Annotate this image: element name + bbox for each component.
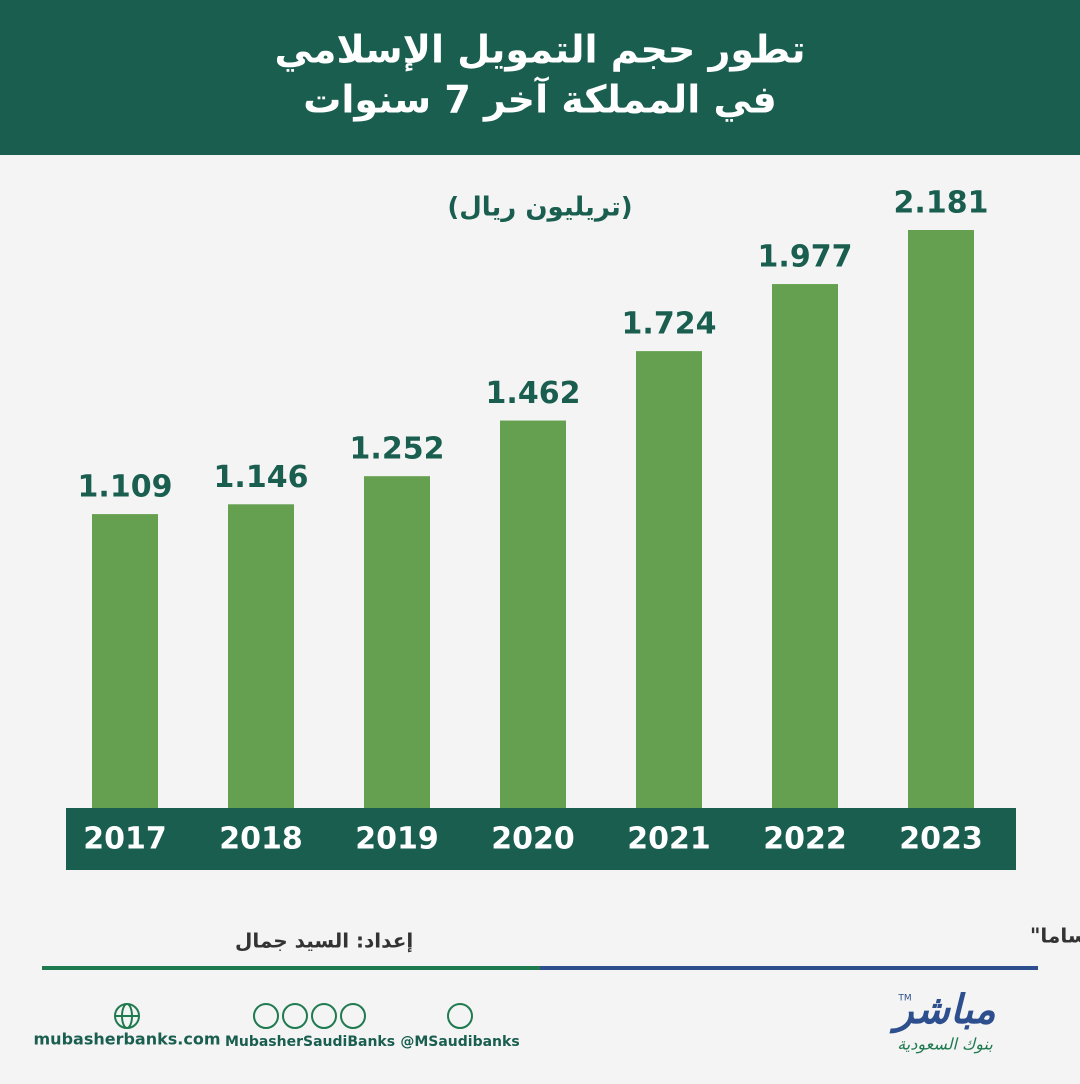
logo-tagline: بنوك السعودية: [897, 1035, 993, 1054]
x-tick-label: 2018: [219, 822, 303, 857]
bar: [772, 284, 838, 809]
unit-label: (تريليون ريال): [447, 193, 632, 223]
twitter-handle[interactable]: @MSaudibanks: [400, 1034, 519, 1050]
value-label: 2.181: [894, 186, 989, 221]
twitter-icon: [447, 1003, 473, 1029]
bar: [364, 476, 430, 808]
x-tick-label: 2021: [627, 822, 711, 857]
value-label: 1.146: [214, 460, 309, 495]
x-tick-label: 2023: [899, 822, 983, 857]
social-icons: [253, 1003, 366, 1029]
value-label: 1.462: [486, 376, 581, 411]
x-tick-label: 2022: [763, 822, 847, 857]
bar: [636, 351, 702, 808]
x-tick-label: 2020: [491, 822, 575, 857]
value-label: 1.252: [350, 432, 445, 467]
logo-name: مباشر: [889, 987, 996, 1034]
value-label: 1.724: [622, 307, 717, 342]
website[interactable]: mubasherbanks.com: [34, 1030, 221, 1049]
bars: 1.109 2017 1.146 2018 1.252 2019 1.462 2020 1.72…: [78, 186, 989, 857]
social-handle[interactable]: MubasherSaudiBanks: [225, 1034, 395, 1050]
divider: [42, 966, 1038, 970]
x-tick-label: 2017: [83, 822, 167, 857]
value-label: 1.109: [78, 470, 173, 505]
value-label: 1.977: [758, 240, 853, 275]
title-line: تطور حجم التمويل الإسلامي: [274, 28, 805, 73]
bar: [500, 420, 566, 808]
source: المصدر: البنك المركزي السعودي "ساما": [1030, 924, 1080, 949]
globe-icon: [114, 1003, 140, 1029]
prepared-by: إعداد: السيد جمال: [235, 929, 413, 953]
title-line: في المملكة آخر 7 سنوات: [303, 76, 777, 122]
bar: [228, 504, 294, 808]
header-band: [0, 0, 1080, 155]
bar: [92, 514, 158, 808]
logo-trademark: TM: [897, 994, 911, 1004]
year-band: [66, 808, 1016, 870]
x-tick-label: 2019: [355, 822, 439, 857]
bar: [908, 230, 974, 808]
